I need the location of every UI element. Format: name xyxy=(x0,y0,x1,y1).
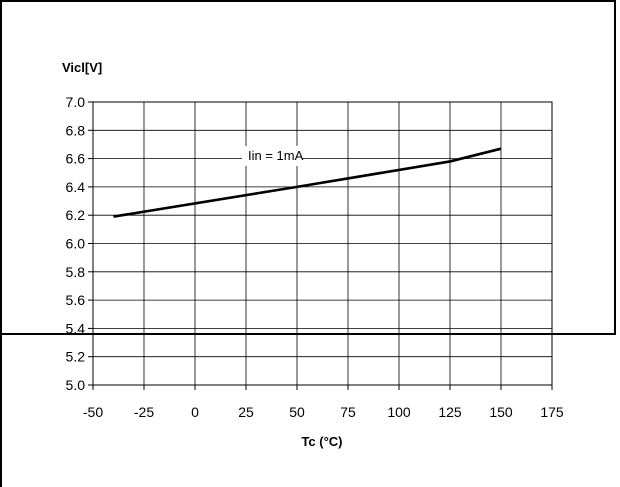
x-tick-label-2: 0 xyxy=(191,404,199,420)
y-tick-label-8: 6.6 xyxy=(66,151,86,167)
y-tick-label-6: 6.2 xyxy=(66,207,86,223)
y-tick-label-5: 6.0 xyxy=(66,236,86,252)
x-tick-label-7: 125 xyxy=(438,404,462,420)
y-tick-label-7: 6.4 xyxy=(66,179,86,195)
y-axis-label: Vicl[V] xyxy=(62,60,102,75)
y-tick-label-4: 5.8 xyxy=(66,264,86,280)
y-tick-label-2: 5.4 xyxy=(66,320,86,336)
x-tick-label-5: 75 xyxy=(340,404,356,420)
x-axis-ticks: -50 -25 0 25 50 75 100 125 150 175 xyxy=(83,385,564,420)
x-tick-label-9: 175 xyxy=(540,404,564,420)
x-tick-label-4: 50 xyxy=(289,404,305,420)
grid-lines xyxy=(93,102,552,385)
x-tick-label-3: 25 xyxy=(238,404,254,420)
y-tick-label-0: 5.0 xyxy=(66,377,86,393)
y-tick-label-9: 6.8 xyxy=(66,122,86,138)
x-tick-label-1: -25 xyxy=(134,404,154,420)
x-tick-label-8: 150 xyxy=(489,404,513,420)
y-tick-label-3: 5.6 xyxy=(66,292,86,308)
x-tick-label-6: 100 xyxy=(387,404,411,420)
y-tick-label-10: 7.0 xyxy=(66,94,86,110)
x-axis-label: Tc (°C) xyxy=(301,434,342,449)
y-axis-ticks: 5.0 5.2 5.4 5.6 5.8 6.0 6.2 6.4 6.6 6.8 7.0 xyxy=(66,94,93,393)
x-tick-label-0: -50 xyxy=(83,404,103,420)
annotation-label: Iin = 1mA xyxy=(248,148,304,163)
y-tick-label-1: 5.2 xyxy=(66,349,86,365)
